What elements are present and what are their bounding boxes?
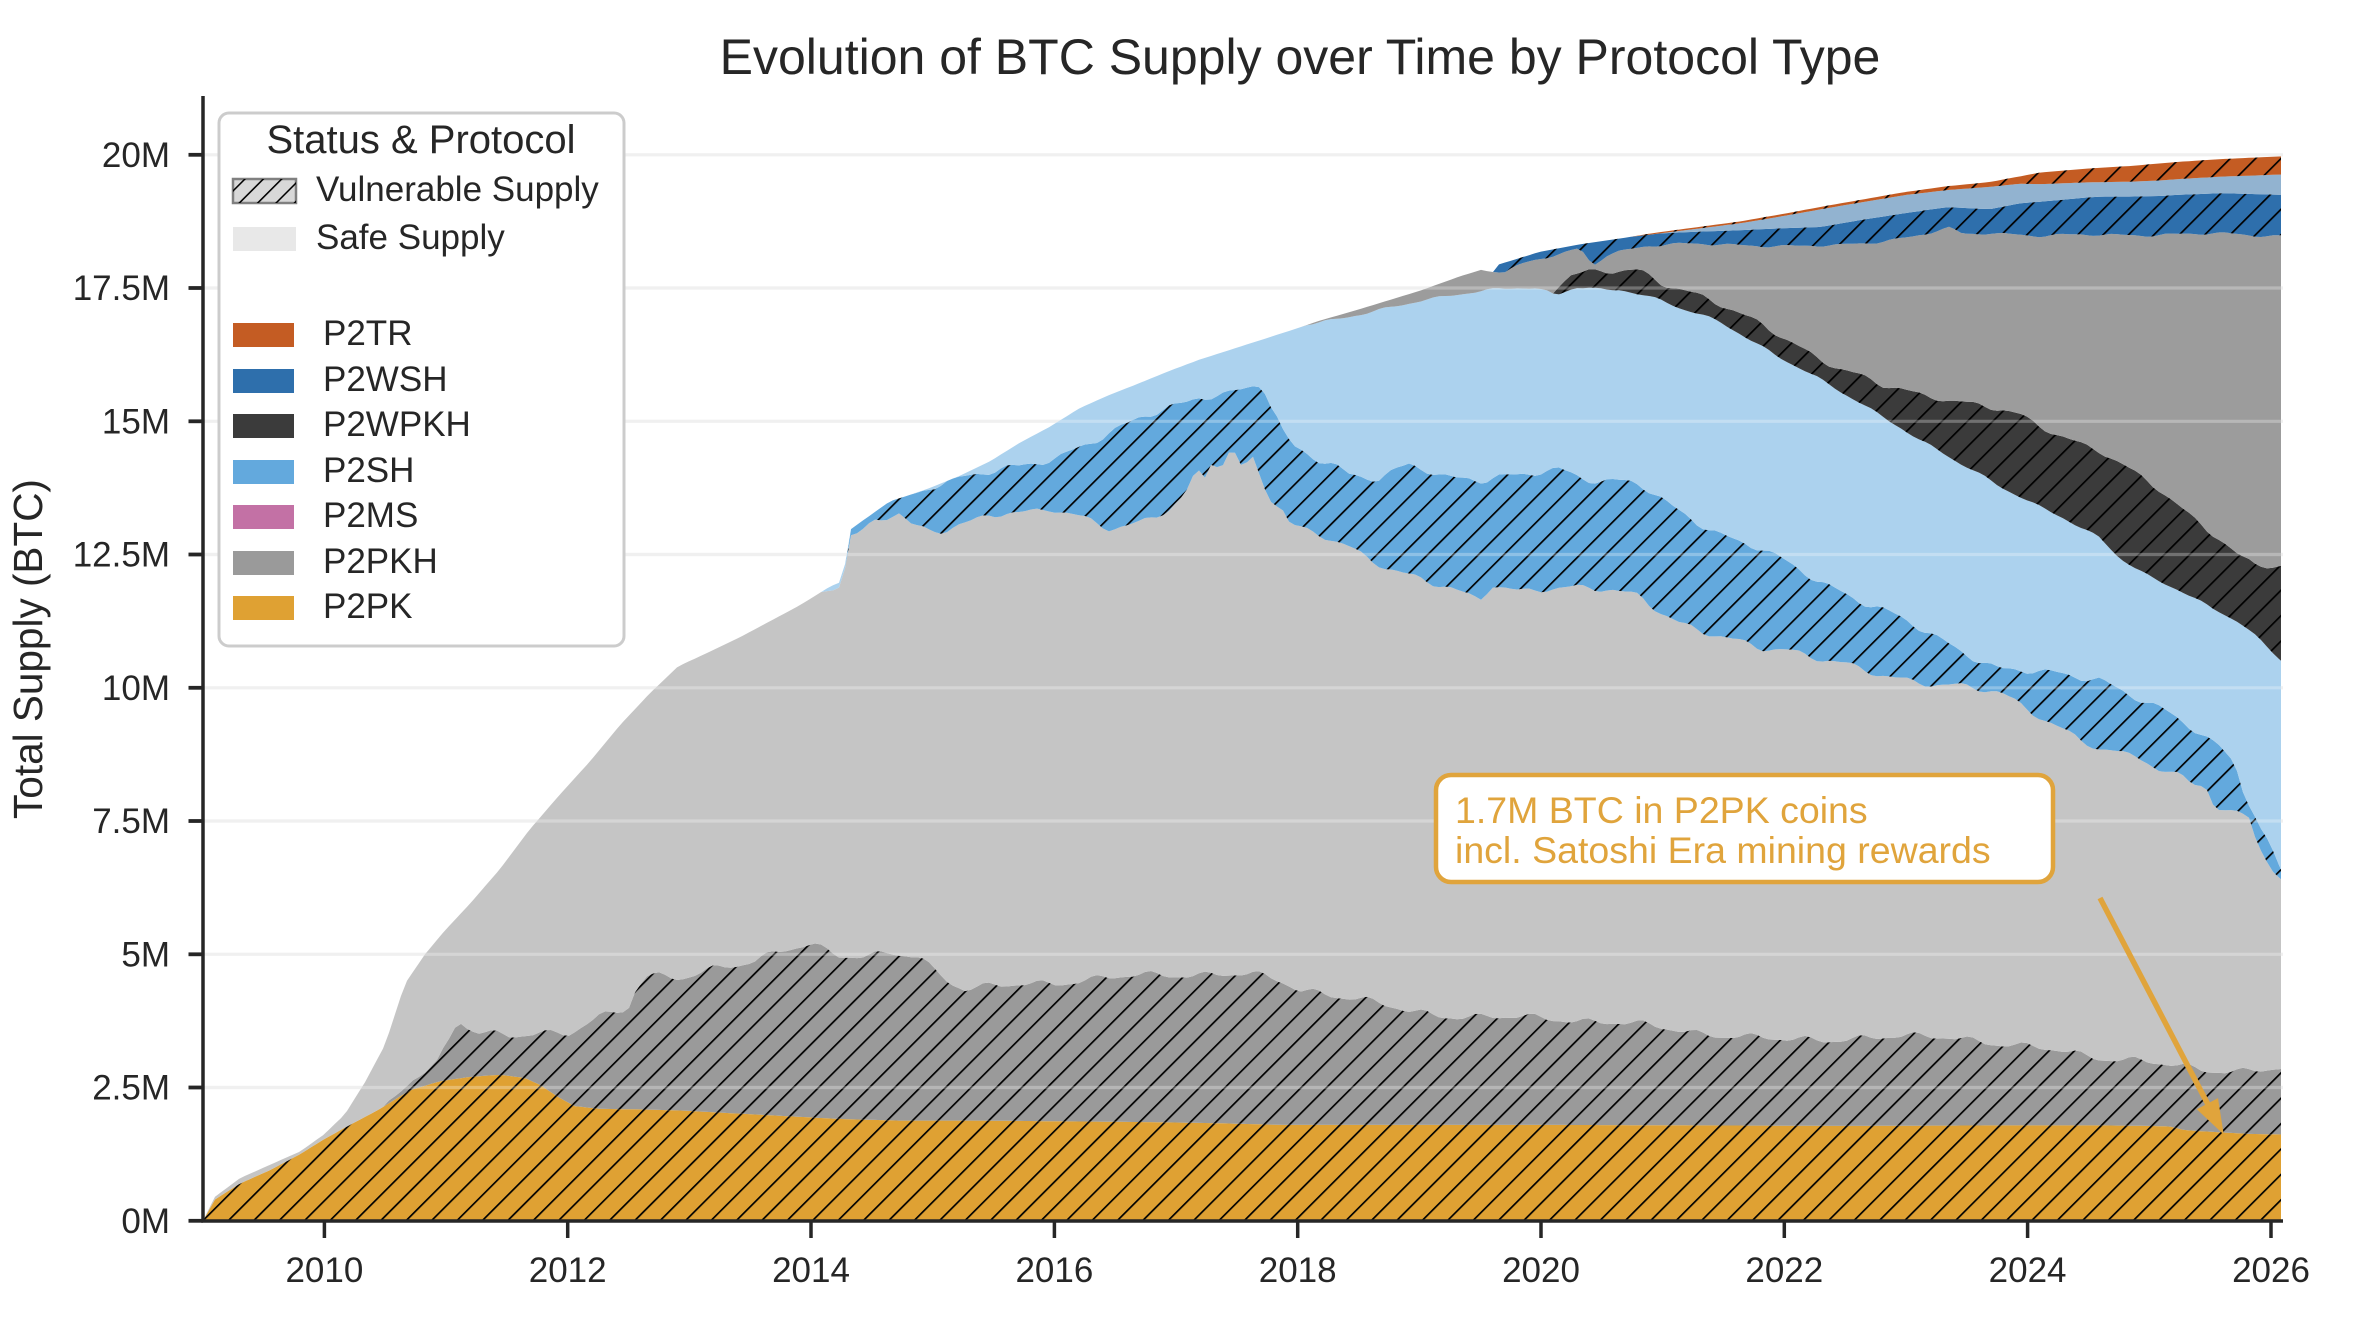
svg-text:12.5M: 12.5M <box>73 536 170 575</box>
svg-text:Total Supply (BTC): Total Supply (BTC) <box>5 479 51 819</box>
svg-text:2020: 2020 <box>1502 1251 1580 1290</box>
svg-text:0M: 0M <box>121 1202 170 1241</box>
svg-text:P2PK: P2PK <box>323 587 413 626</box>
svg-text:incl. Satoshi Era mining rewar: incl. Satoshi Era mining rewards <box>1455 829 1991 871</box>
svg-text:2010: 2010 <box>285 1251 363 1290</box>
svg-text:2024: 2024 <box>1989 1251 2067 1290</box>
svg-text:2022: 2022 <box>1745 1251 1823 1290</box>
svg-text:Vulnerable Supply: Vulnerable Supply <box>316 170 599 209</box>
svg-text:2026: 2026 <box>2232 1251 2310 1290</box>
svg-text:10M: 10M <box>102 669 170 708</box>
svg-text:Evolution of BTC Supply over T: Evolution of BTC Supply over Time by Pro… <box>720 29 1881 85</box>
svg-text:P2WSH: P2WSH <box>323 360 447 399</box>
svg-text:P2SH: P2SH <box>323 451 414 490</box>
svg-text:1.7M BTC in P2PK coins: 1.7M BTC in P2PK coins <box>1455 789 1868 831</box>
svg-text:7.5M: 7.5M <box>92 802 170 841</box>
svg-text:2014: 2014 <box>772 1251 850 1290</box>
svg-text:Status & Protocol: Status & Protocol <box>266 118 575 162</box>
svg-text:17.5M: 17.5M <box>73 269 170 308</box>
svg-text:P2MS: P2MS <box>323 496 418 535</box>
svg-text:P2TR: P2TR <box>323 314 412 353</box>
svg-text:2012: 2012 <box>529 1251 607 1290</box>
svg-text:P2PKH: P2PKH <box>323 542 438 581</box>
svg-text:20M: 20M <box>102 136 170 175</box>
svg-text:P2WPKH: P2WPKH <box>323 405 471 444</box>
svg-text:2016: 2016 <box>1015 1251 1093 1290</box>
svg-text:2.5M: 2.5M <box>92 1069 170 1108</box>
svg-text:15M: 15M <box>102 402 170 441</box>
svg-text:Safe Supply: Safe Supply <box>316 218 505 257</box>
svg-text:2018: 2018 <box>1259 1251 1337 1290</box>
svg-text:5M: 5M <box>121 935 170 974</box>
